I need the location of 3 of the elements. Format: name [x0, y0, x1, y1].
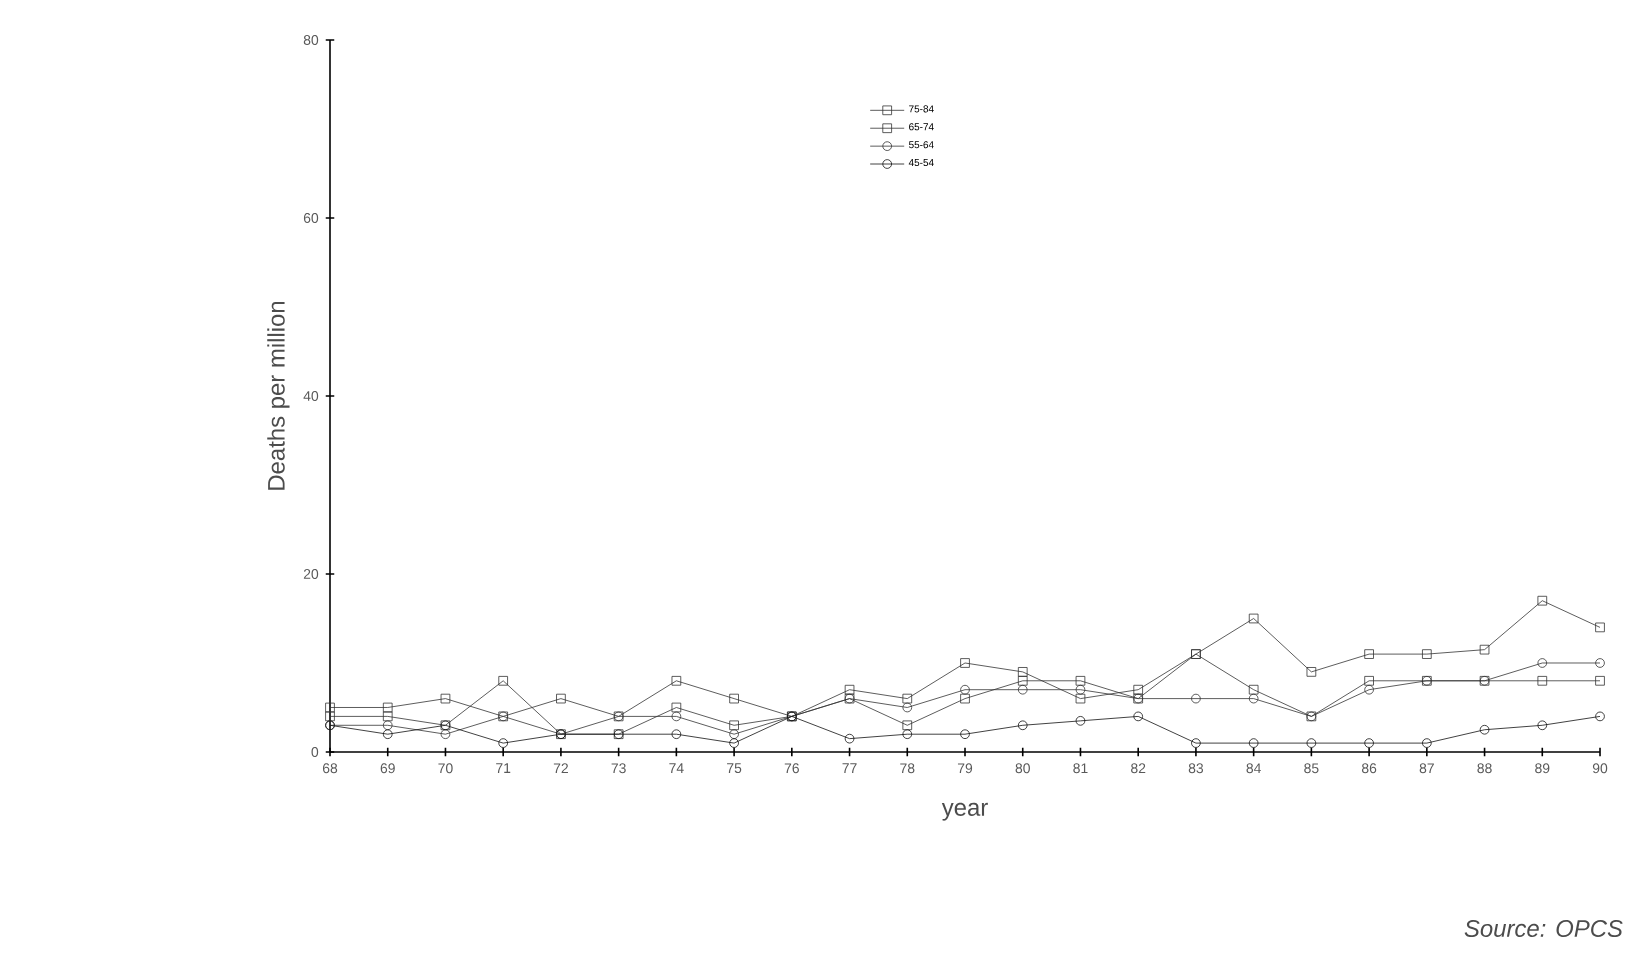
x-axis-title: year: [941, 802, 988, 821]
source-note: Source: OPCS: [1464, 920, 1623, 937]
y-axis-title: Deaths per million: [267, 301, 290, 490]
